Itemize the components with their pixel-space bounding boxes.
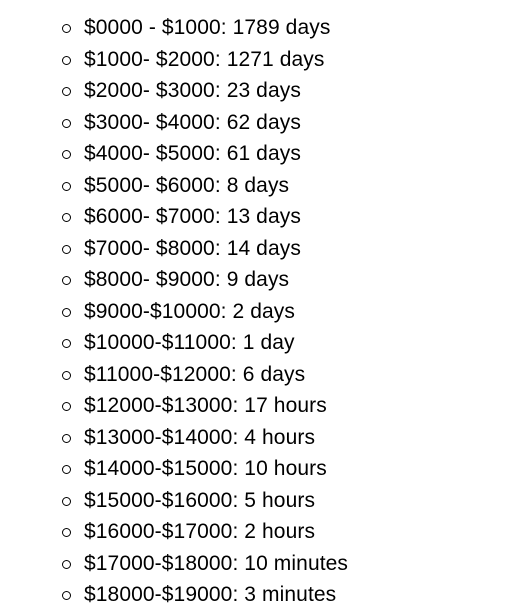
list-item: $13000-$14000: 4 hours <box>50 422 526 454</box>
price-range-text: $12000-$13000: 17 hours <box>84 394 327 417</box>
list-item: $9000-$10000: 2 days <box>50 296 526 328</box>
price-range-text: $13000-$14000: 4 hours <box>84 426 315 449</box>
list-item: $10000-$11000: 1 day <box>50 327 526 359</box>
list-item: $11000-$12000: 6 days <box>50 359 526 391</box>
price-range-text: $3000- $4000: 62 days <box>84 111 301 134</box>
price-range-text: $2000- $3000: 23 days <box>84 79 301 102</box>
list-item: $15000-$16000: 5 hours <box>50 485 526 517</box>
price-range-text: $11000-$12000: 6 days <box>84 363 305 386</box>
price-range-text: $14000-$15000: 10 hours <box>84 457 327 480</box>
list-item: $0000 - $1000: 1789 days <box>50 12 526 44</box>
list-item: $4000- $5000: 61 days <box>50 138 526 170</box>
price-range-text: $17000-$18000: 10 minutes <box>84 552 348 575</box>
list-item: $12000-$13000: 17 hours <box>50 390 526 422</box>
price-range-text: $4000- $5000: 61 days <box>84 142 301 165</box>
price-range-list: $0000 - $1000: 1789 days $1000- $2000: 12… <box>50 12 526 611</box>
price-range-text: $7000- $8000: 14 days <box>84 237 301 260</box>
price-range-text: $16000-$17000: 2 hours <box>84 520 315 543</box>
list-item: $6000- $7000: 13 days <box>50 201 526 233</box>
list-item: $16000-$17000: 2 hours <box>50 516 526 548</box>
price-range-text: $8000- $9000: 9 days <box>84 268 289 291</box>
price-range-text: $6000- $7000: 13 days <box>84 205 301 228</box>
list-item: $18000-$19000: 3 minutes <box>50 579 526 611</box>
list-item: $2000- $3000: 23 days <box>50 75 526 107</box>
list-item: $17000-$18000: 10 minutes <box>50 548 526 580</box>
price-range-text: $9000-$10000: 2 days <box>84 300 295 323</box>
list-item: $8000- $9000: 9 days <box>50 264 526 296</box>
price-range-text: $5000- $6000: 8 days <box>84 174 289 197</box>
list-item: $7000- $8000: 14 days <box>50 233 526 265</box>
list-item: $5000- $6000: 8 days <box>50 170 526 202</box>
price-range-text: $1000- $2000: 1271 days <box>84 48 325 71</box>
price-range-text: $15000-$16000: 5 hours <box>84 489 315 512</box>
price-range-text: $18000-$19000: 3 minutes <box>84 583 336 606</box>
list-item: $14000-$15000: 10 hours <box>50 453 526 485</box>
price-range-text: $10000-$11000: 1 day <box>84 331 295 354</box>
list-item: $1000- $2000: 1271 days <box>50 44 526 76</box>
list-item: $3000- $4000: 62 days <box>50 107 526 139</box>
price-range-text: $0000 - $1000: 1789 days <box>84 16 330 39</box>
